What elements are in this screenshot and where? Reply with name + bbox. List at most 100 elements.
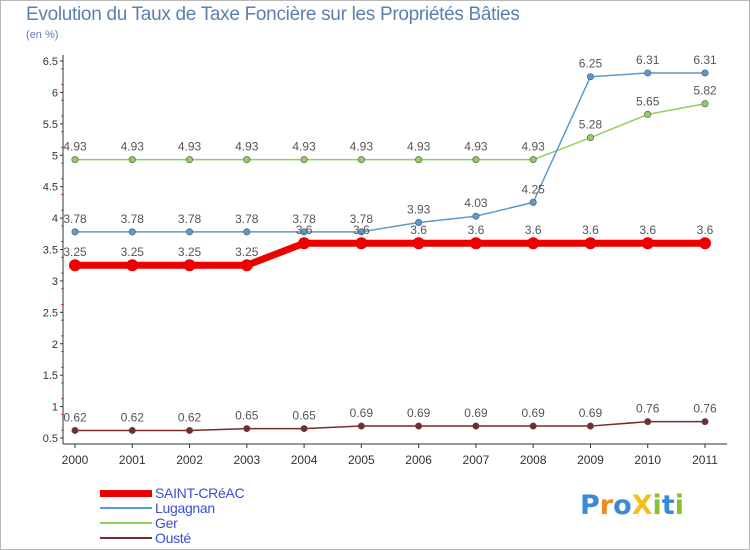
data-point xyxy=(357,228,365,236)
data-label: 4.93 xyxy=(407,140,431,154)
data-label: 3.6 xyxy=(525,223,542,237)
y-tick-label: 4 xyxy=(52,213,58,225)
data-label: 3.78 xyxy=(121,212,145,226)
data-point xyxy=(701,100,709,108)
data-point xyxy=(644,69,652,77)
legend-label: SAINT-CRéAC xyxy=(155,485,245,501)
data-point xyxy=(412,237,425,250)
x-tick-label: 2003 xyxy=(233,453,260,467)
data-point xyxy=(701,69,709,77)
data-label: 0.69 xyxy=(579,406,603,420)
proxiti-logo: ProXiti xyxy=(580,490,684,521)
data-label: 3.25 xyxy=(178,245,202,259)
data-point xyxy=(699,237,711,250)
data-point xyxy=(300,156,308,164)
x-tick-label: 2002 xyxy=(176,453,203,467)
data-label: 5.28 xyxy=(579,118,603,132)
data-label: 0.69 xyxy=(522,406,546,420)
series-line-saint-cr-ac xyxy=(75,239,705,269)
data-point xyxy=(527,237,540,250)
data-label: 3.25 xyxy=(63,245,87,259)
data-point xyxy=(128,426,136,434)
data-label: 3.78 xyxy=(235,212,259,226)
data-label: 4.93 xyxy=(350,140,374,154)
data-label: 3.6 xyxy=(697,223,714,237)
logo-letter: i xyxy=(652,490,662,521)
legend-label: Lugagnan xyxy=(155,500,215,516)
data-label: 6.25 xyxy=(579,57,603,71)
y-tick-label: 6 xyxy=(52,87,58,99)
data-point xyxy=(183,259,196,272)
data-point xyxy=(586,134,594,142)
data-label: 5.82 xyxy=(693,84,717,98)
data-point xyxy=(126,259,139,272)
data-point xyxy=(529,198,537,206)
data-point xyxy=(355,237,368,250)
legend-swatch xyxy=(100,507,152,509)
data-label: 3.78 xyxy=(178,212,202,226)
y-tick-label: 1 xyxy=(52,402,58,414)
x-tick-label: 2001 xyxy=(119,453,146,467)
series-line-lugagnan xyxy=(75,72,705,233)
data-point xyxy=(186,228,194,236)
logo-letter: P xyxy=(580,490,600,521)
y-tick-label: 5 xyxy=(52,150,58,162)
data-label: 3.25 xyxy=(121,245,145,259)
data-label: 3.78 xyxy=(63,212,87,226)
y-tick-label: 1.5 xyxy=(43,370,58,382)
logo-letter: X xyxy=(631,490,653,521)
data-point xyxy=(186,426,194,434)
data-point xyxy=(472,156,480,164)
data-label: 4.93 xyxy=(522,140,546,154)
logo-letter: t xyxy=(661,490,675,521)
x-tick-label: 2009 xyxy=(577,453,604,467)
x-tick-label: 2000 xyxy=(62,453,89,467)
data-point xyxy=(240,259,253,272)
data-label: 3.6 xyxy=(639,223,656,237)
data-point xyxy=(128,228,136,236)
data-label: 0.76 xyxy=(693,402,717,416)
data-label: 0.76 xyxy=(636,402,660,416)
logo-letter: r xyxy=(599,490,614,521)
legend-swatch xyxy=(100,537,152,539)
data-label: 3.6 xyxy=(410,223,427,237)
x-tick-label: 2011 xyxy=(692,453,718,467)
x-tick-label: 2010 xyxy=(634,453,661,467)
data-label: 4.25 xyxy=(522,182,546,196)
data-label: 3.78 xyxy=(350,212,374,226)
series-line-ger xyxy=(75,102,706,161)
data-label: 0.62 xyxy=(121,410,145,424)
series-line-oust- xyxy=(75,420,705,432)
data-point xyxy=(641,237,654,250)
y-tick-label: 5.5 xyxy=(43,119,58,131)
legend-label: Ousté xyxy=(155,530,191,546)
data-label: 3.78 xyxy=(292,212,316,226)
chart-title: Evolution du Taux de Taxe Foncière sur l… xyxy=(26,4,520,25)
logo-letter: i xyxy=(674,490,684,521)
data-label: 0.69 xyxy=(407,406,431,420)
data-label: 4.93 xyxy=(63,140,87,154)
data-point xyxy=(357,422,365,430)
x-tick-label: 2008 xyxy=(520,453,547,467)
legend-swatch xyxy=(100,489,152,497)
data-point xyxy=(644,110,652,118)
data-point xyxy=(71,228,79,236)
legend-label: Ger xyxy=(155,515,178,531)
data-label: 4.03 xyxy=(464,196,488,210)
data-point xyxy=(701,418,709,426)
data-label: 0.62 xyxy=(63,410,87,424)
legend-swatch xyxy=(100,522,152,524)
data-label: 3.6 xyxy=(582,223,599,237)
data-point xyxy=(415,156,423,164)
data-label: 3.6 xyxy=(468,223,485,237)
data-label: 4.93 xyxy=(292,140,316,154)
data-label: 4.93 xyxy=(178,140,202,154)
data-label: 6.31 xyxy=(693,53,717,67)
data-point xyxy=(644,418,652,426)
x-tick-label: 2007 xyxy=(463,453,490,467)
data-point xyxy=(415,422,423,430)
x-tick-label: 2006 xyxy=(405,453,432,467)
data-label: 3.6 xyxy=(296,223,313,237)
